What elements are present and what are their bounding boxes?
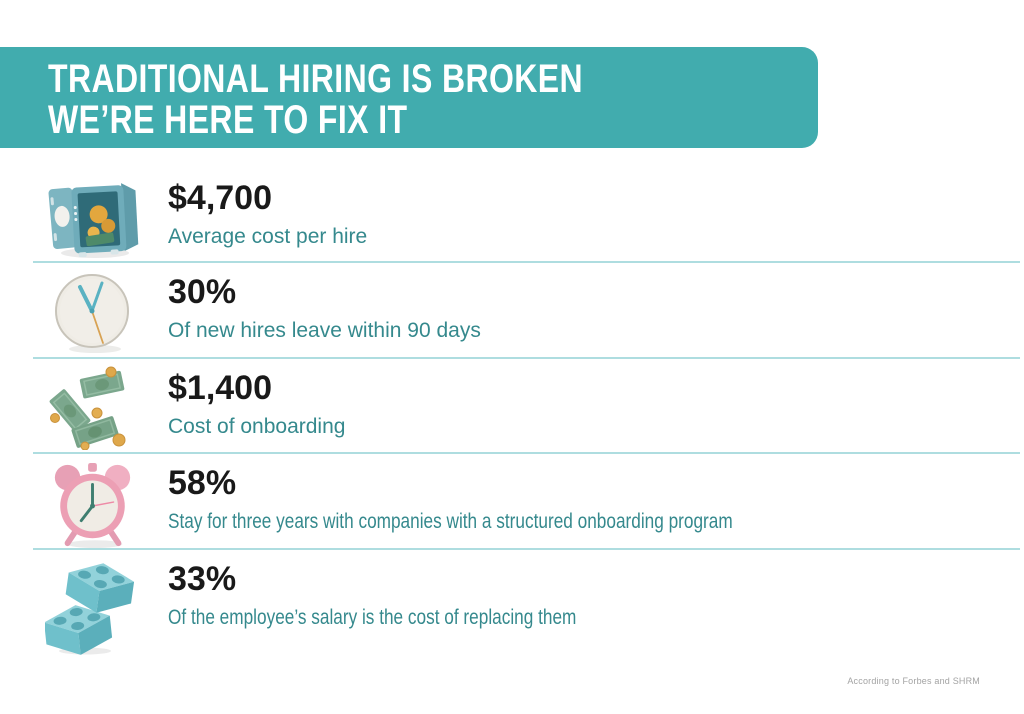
row-divider bbox=[33, 548, 1020, 550]
stat-label: Stay for three years with companies with… bbox=[168, 510, 733, 533]
header-title-line1: TRADITIONAL HIRING IS BROKEN bbox=[48, 57, 584, 101]
row-divider bbox=[33, 261, 1020, 263]
stat-row-replacement-cost: 33% Of the employee’s salary is the cost… bbox=[0, 551, 1024, 656]
stat-row-new-hires-leave: 30% Of new hires leave within 90 days bbox=[0, 264, 1024, 358]
stat-row-structured-onboarding: 58% Stay for three years with companies … bbox=[0, 455, 1024, 549]
stat-label: Of the employee’s salary is the cost of … bbox=[168, 606, 577, 629]
header-title-line2: WE’RE HERE TO FIX IT bbox=[48, 98, 408, 142]
stat-value: 30% bbox=[168, 273, 237, 311]
lego-blocks-icon bbox=[44, 557, 140, 660]
stat-value: $1,400 bbox=[168, 369, 272, 407]
row-divider bbox=[33, 452, 1020, 454]
stat-row-cost-per-hire: $4,700 Average cost per hire bbox=[0, 170, 1024, 262]
stat-value: 33% bbox=[168, 560, 237, 598]
stat-label: Average cost per hire bbox=[168, 225, 368, 248]
stat-value: 58% bbox=[168, 464, 237, 502]
stat-label: Cost of onboarding bbox=[168, 415, 346, 438]
safe-icon bbox=[45, 176, 140, 265]
header-banner: TRADITIONAL HIRING IS BROKEN WE’RE HERE … bbox=[0, 47, 818, 148]
attribution-text: According to Forbes and SHRM bbox=[847, 676, 980, 686]
stat-label: Of new hires leave within 90 days bbox=[168, 319, 481, 342]
stat-value: $4,700 bbox=[168, 179, 272, 217]
stat-row-onboarding-cost: $1,400 Cost of onboarding bbox=[0, 360, 1024, 453]
alarm-clock-icon bbox=[45, 461, 140, 554]
wall-clock-icon bbox=[45, 270, 140, 359]
money-icon bbox=[45, 366, 140, 455]
row-divider bbox=[33, 357, 1020, 359]
